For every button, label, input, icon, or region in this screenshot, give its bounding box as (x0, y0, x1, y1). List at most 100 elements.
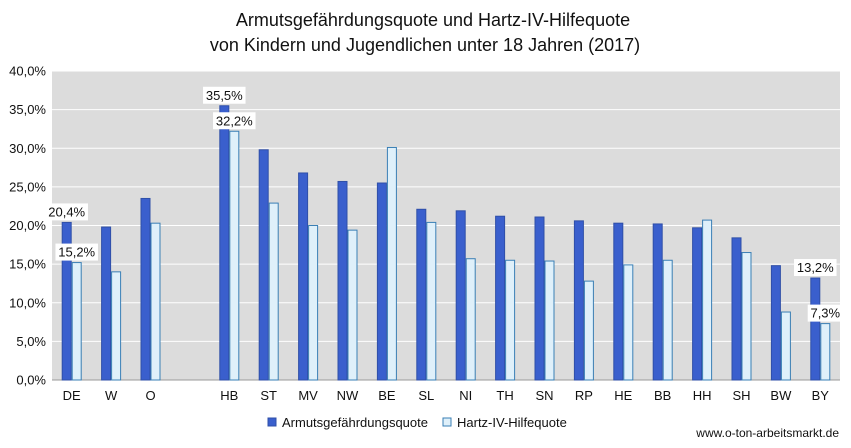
source-note: www.o-ton-arbeitsmarkt.de (695, 426, 839, 440)
bar-hartz-iv-hilfequote (820, 323, 831, 381)
bar-armutsgefaehrdungsquote (140, 197, 151, 381)
data-labels: 20,4% 15,2% 35,5% 32,2% 13,2% 7,3% (45, 86, 843, 322)
data-label-text: 32,2% (216, 113, 253, 128)
y-tick-label: 25,0% (9, 179, 46, 194)
bar-hartz-iv-hilfequote (741, 252, 752, 381)
data-label: 35,5% (203, 86, 246, 104)
y-tick-label: 5,0% (16, 334, 46, 349)
bar-hartz-iv-hilfequote (229, 130, 240, 381)
data-label-text: 7,3% (810, 306, 840, 321)
x-tick-label: NW (337, 388, 359, 403)
bar-hartz-iv-hilfequote (623, 264, 634, 381)
x-tick-label: BY (812, 388, 830, 403)
x-tick-label: ST (260, 388, 277, 403)
bar-hartz-iv-hilfequote (505, 259, 516, 381)
x-tick-label: HE (614, 388, 632, 403)
x-tick-label: O (145, 388, 155, 403)
bar-armutsgefaehrdungsquote (376, 182, 387, 381)
bar-hartz-iv-hilfequote (386, 146, 397, 381)
chart-subtitle: von Kindern und Jugendlichen unter 18 Ja… (210, 35, 640, 55)
legend-swatch (442, 417, 452, 427)
chart-title: Armutsgefährdungsquote und Hartz-IV-Hilf… (236, 10, 630, 30)
bar-armutsgefaehrdungsquote (613, 222, 624, 381)
y-tick-label: 35,0% (9, 102, 46, 117)
x-tick-label: DE (63, 388, 81, 403)
data-label: 32,2% (213, 112, 256, 130)
data-label-box (203, 86, 246, 104)
x-tick-label: NI (459, 388, 472, 403)
x-tick-label: W (105, 388, 118, 403)
bar-hartz-iv-hilfequote (544, 260, 555, 381)
bar-hartz-iv-hilfequote (426, 221, 437, 381)
data-label-box (213, 112, 256, 130)
y-tick-label: 15,0% (9, 257, 46, 272)
bars (61, 105, 831, 381)
bar-armutsgefaehrdungsquote (731, 237, 742, 381)
bar-armutsgefaehrdungsquote (495, 215, 506, 381)
x-tick-label: HH (693, 388, 712, 403)
data-label-text: 13,2% (797, 260, 834, 275)
bar-armutsgefaehrdungsquote (219, 105, 230, 381)
x-tick-label: BE (378, 388, 396, 403)
y-tick-label: 20,0% (9, 218, 46, 233)
y-axis-ticks: 0,0% 5,0% 10,0% 15,0% 20,0% 25,0% 30,0% 35,0% 40… (9, 64, 46, 388)
legend-swatch (267, 417, 277, 427)
bar-armutsgefaehrdungsquote (455, 210, 466, 381)
data-label: 15,2% (55, 243, 98, 261)
y-tick-label: 40,0% (9, 64, 46, 79)
bar-armutsgefaehrdungsquote (810, 277, 821, 381)
bar-hartz-iv-hilfequote (465, 258, 476, 381)
x-tick-label: HB (220, 388, 238, 403)
bar-armutsgefaehrdungsquote (534, 216, 545, 381)
bar-hartz-iv-hilfequote (702, 219, 713, 381)
data-label: 7,3% (807, 304, 843, 322)
bar-hartz-iv-hilfequote (71, 262, 82, 381)
x-tick-label: MV (298, 388, 318, 403)
data-label-text: 20,4% (48, 204, 85, 219)
bar-hartz-iv-hilfequote (583, 280, 594, 381)
bar-armutsgefaehrdungsquote (337, 180, 348, 381)
bar-hartz-iv-hilfequote (780, 311, 791, 381)
y-tick-label: 0,0% (16, 373, 46, 388)
x-tick-label: BW (770, 388, 792, 403)
data-label-text: 35,5% (206, 88, 243, 103)
bar-hartz-iv-hilfequote (268, 202, 279, 381)
bar-armutsgefaehrdungsquote (258, 149, 269, 381)
bar-hartz-iv-hilfequote (150, 222, 161, 381)
legend-label: Hartz-IV-Hilfequote (457, 415, 567, 430)
bar-armutsgefaehrdungsquote (101, 226, 112, 381)
bar-armutsgefaehrdungsquote (416, 208, 427, 381)
bar-hartz-iv-hilfequote (111, 271, 122, 381)
bar-hartz-iv-hilfequote (308, 225, 319, 381)
data-label-text: 15,2% (58, 245, 95, 260)
x-tick-label: RP (575, 388, 593, 403)
x-tick-label: SL (418, 388, 434, 403)
bar-hartz-iv-hilfequote (347, 229, 358, 381)
y-tick-label: 30,0% (9, 141, 46, 156)
data-label-box (807, 304, 843, 322)
x-tick-label: SN (535, 388, 553, 403)
legend: Armutsgefährdungsquote Hartz-IV-Hilfequot… (267, 415, 567, 430)
bar-armutsgefaehrdungsquote (652, 223, 663, 381)
bar-armutsgefaehrdungsquote (770, 265, 781, 381)
data-label: 20,4% (45, 203, 88, 221)
data-label: 13,2% (794, 259, 837, 277)
bar-armutsgefaehrdungsquote (61, 221, 72, 381)
data-label-box (55, 243, 98, 261)
legend-item: Hartz-IV-Hilfequote (442, 415, 567, 430)
x-axis-ticks: DE W O HB ST MV NW BE SL NI TH SN RP HE BB HH SH BW BY (63, 388, 830, 403)
data-label-box (45, 203, 88, 221)
bar-armutsgefaehrdungsquote (573, 220, 584, 381)
y-tick-label: 10,0% (9, 295, 46, 310)
legend-item: Armutsgefährdungsquote (267, 415, 428, 430)
bar-armutsgefaehrdungsquote (298, 172, 309, 381)
legend-label: Armutsgefährdungsquote (282, 415, 428, 430)
x-tick-label: TH (496, 388, 513, 403)
x-tick-label: SH (732, 388, 750, 403)
data-label-box (794, 259, 837, 277)
bar-armutsgefaehrdungsquote (692, 227, 703, 381)
x-tick-label: BB (654, 388, 671, 403)
bar-hartz-iv-hilfequote (662, 259, 673, 381)
